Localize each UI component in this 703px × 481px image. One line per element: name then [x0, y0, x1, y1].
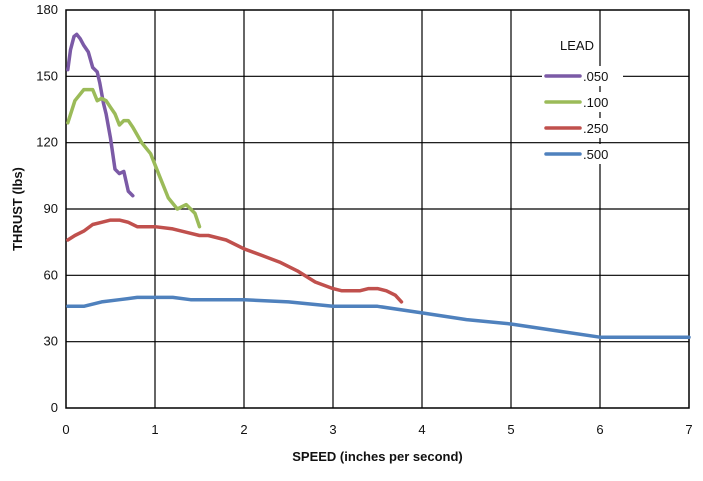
legend-entry-bg: [542, 66, 623, 86]
y-tick-label: 30: [44, 334, 58, 349]
x-tick-label: 0: [62, 422, 69, 437]
y-tick-label: 180: [36, 2, 58, 17]
x-tick-label: 5: [507, 422, 514, 437]
legend-label: .100: [583, 95, 608, 110]
x-tick-label: 4: [418, 422, 425, 437]
x-tick-label: 3: [329, 422, 336, 437]
series-line-0: [66, 32, 135, 198]
x-tick-label: 6: [596, 422, 603, 437]
y-tick-label: 150: [36, 68, 58, 83]
series-line-1: [66, 87, 202, 229]
x-tick-label: 7: [685, 422, 692, 437]
legend-entry-bg: [542, 144, 623, 164]
legend: LEAD .050 .100 .250 .500: [542, 38, 623, 164]
y-tick-label: 90: [44, 201, 58, 216]
axis-layer: SPEED (inches per second) THRUST (lbs) 0…: [10, 2, 693, 464]
y-axis-title: THRUST (lbs): [10, 167, 25, 251]
legend-entry-bg: [542, 92, 623, 112]
legend-title: LEAD: [560, 38, 594, 53]
legend-label: .500: [583, 147, 608, 162]
x-tick-label: 2: [240, 422, 247, 437]
legend-entry-bg: [542, 118, 623, 138]
y-tick-label: 120: [36, 135, 58, 150]
y-tick-label: 60: [44, 267, 58, 282]
x-tick-label: 1: [151, 422, 158, 437]
x-axis-title: SPEED (inches per second): [292, 449, 463, 464]
series-line-3: [66, 295, 691, 339]
legend-label: .250: [583, 121, 608, 136]
series-line-2: [66, 218, 404, 304]
y-tick-label: 0: [51, 400, 58, 415]
series-layer: [66, 32, 691, 339]
legend-label: .050: [583, 69, 608, 84]
